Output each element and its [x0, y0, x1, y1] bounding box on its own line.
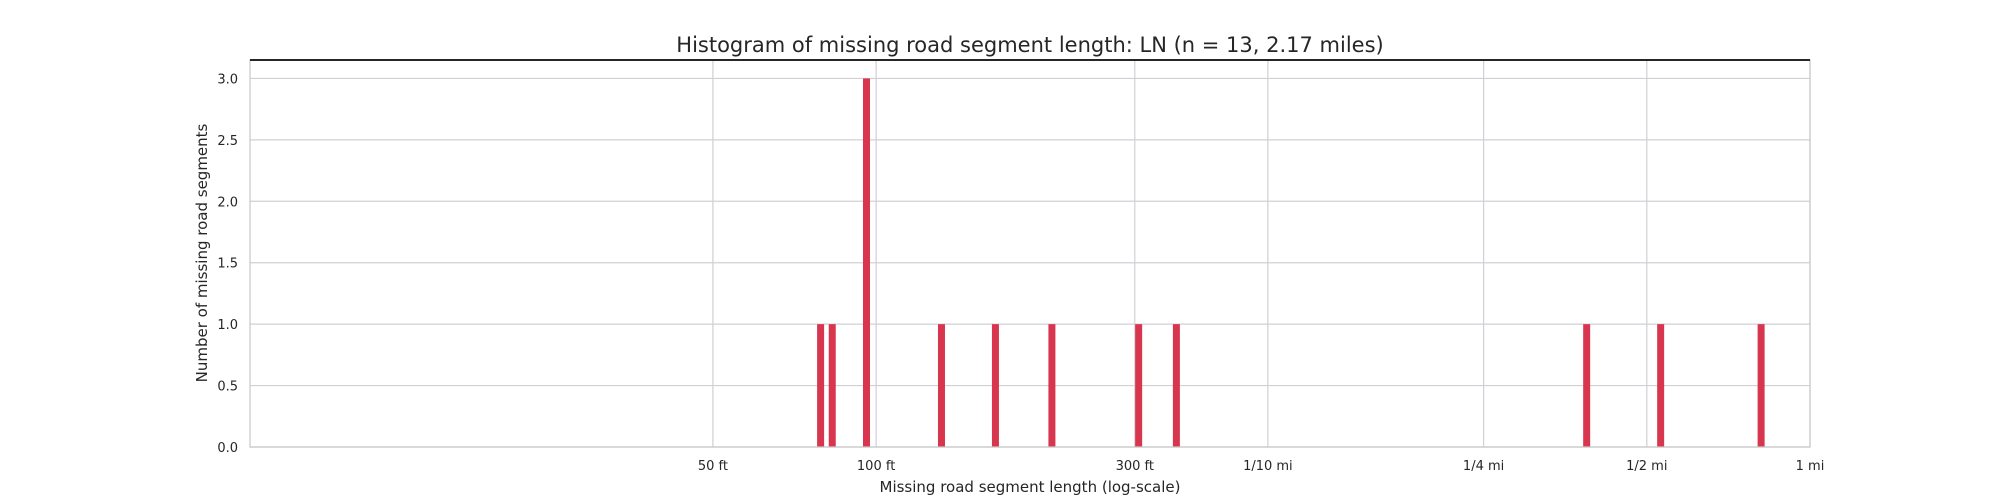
x-tick-label: 1/10 mi — [1243, 459, 1293, 474]
x-tick-label: 1 mi — [1796, 459, 1825, 474]
y-tick-label: 0.5 — [217, 380, 238, 395]
histogram-bar — [817, 324, 825, 447]
y-tick-label: 2.5 — [217, 134, 238, 149]
y-axis-label: Number of missing road segments — [193, 123, 211, 382]
plot-frame — [249, 59, 1811, 448]
chart-title: Histogram of missing road segment length… — [676, 33, 1383, 57]
y-tick-label: 3.0 — [217, 72, 238, 87]
histogram-bar — [828, 324, 836, 447]
histogram-bar — [1135, 324, 1143, 447]
x-tick-label: 300 ft — [1116, 459, 1154, 474]
grid-layer — [250, 60, 1811, 448]
y-tick-label: 1.0 — [217, 318, 238, 333]
histogram-bar — [1048, 324, 1056, 447]
histogram-bar — [1657, 324, 1665, 447]
bars — [817, 78, 1765, 447]
y-tick-label: 1.5 — [217, 257, 238, 272]
x-tick-label: 50 ft — [698, 459, 728, 474]
histogram-bar — [937, 324, 945, 447]
x-tick-label: 100 ft — [857, 459, 895, 474]
histogram-bar — [862, 78, 870, 447]
y-tick-label: 2.0 — [217, 195, 238, 210]
y-tick-label: 0.0 — [217, 441, 238, 456]
x-axis-label: Missing road segment length (log-scale) — [880, 478, 1181, 496]
histogram-bar — [991, 324, 999, 447]
tick-labels: 0.0 0.5 1.0 1.5 2.0 2.5 3.0 50 ft 100 ft 300 ft 1/… — [217, 72, 1824, 474]
x-tick-label: 1/2 mi — [1626, 459, 1667, 474]
histogram-bar — [1583, 324, 1591, 447]
x-tick-label: 1/4 mi — [1463, 459, 1504, 474]
histogram-bar — [1757, 324, 1765, 447]
histogram-bar — [1172, 324, 1180, 447]
